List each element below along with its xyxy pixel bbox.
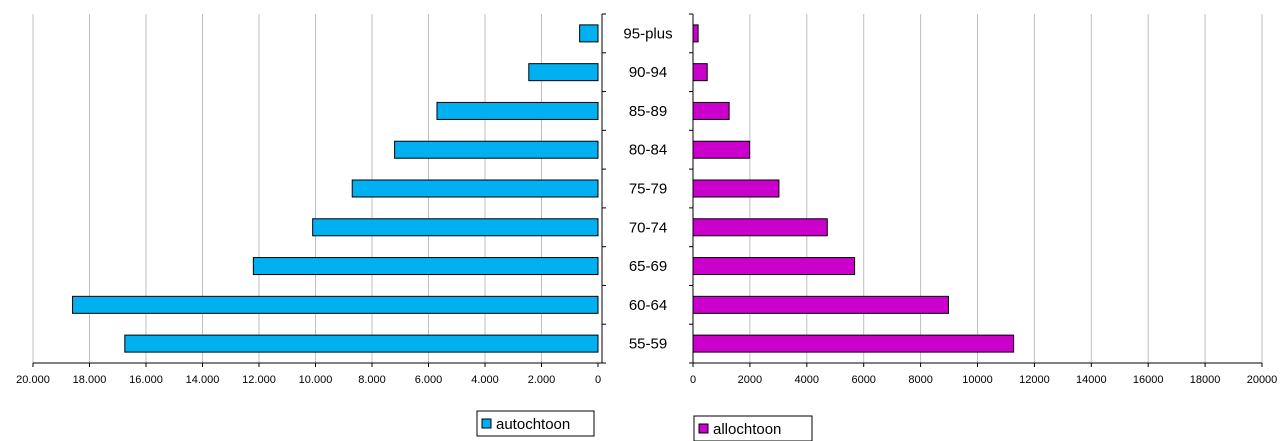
right-x-tick-label: 16000 <box>1133 374 1164 386</box>
legend-allochtoon-box <box>693 415 813 441</box>
right-x-tick-label: 2000 <box>738 374 762 386</box>
autochtoon-bar <box>252 257 599 276</box>
right-x-tick-label: 10000 <box>962 374 993 386</box>
legend-allochtoon: allochtoon <box>693 415 813 441</box>
age-category-label: 85-89 <box>629 103 667 120</box>
right-x-tick-label: 12000 <box>1019 374 1050 386</box>
autochtoon-bar <box>72 295 599 314</box>
allochtoon-bar <box>692 63 708 82</box>
allochtoon-bar <box>692 101 730 120</box>
autochtoon-bar <box>528 63 599 82</box>
allochtoon-bar <box>692 257 856 276</box>
allochtoon-bar <box>692 179 780 198</box>
legend-autochtoon-label: autochtoon <box>496 416 570 433</box>
left-x-tick-label: 6.000 <box>415 374 443 386</box>
age-category-label: 60-64 <box>629 297 667 314</box>
age-category-label: 55-59 <box>629 336 667 353</box>
autochtoon-bar <box>312 218 599 237</box>
right-x-tick-label: 14000 <box>1076 374 1107 386</box>
right-x-tick-label: 8000 <box>908 374 932 386</box>
left-x-tick-label: 8.000 <box>358 374 386 386</box>
right-x-tick-label: 20000 <box>1247 374 1278 386</box>
left-x-tick-label: 20.000 <box>16 374 50 386</box>
legend-allochtoon-swatch <box>698 423 709 434</box>
legend-autochtoon-box <box>476 410 595 437</box>
left-x-tick-label: 18.000 <box>73 374 107 386</box>
age-category-label: 90-94 <box>629 64 667 81</box>
allochtoon-bar <box>692 218 828 237</box>
left-x-tick-label: 12.000 <box>242 374 276 386</box>
right-x-tick-label: 18000 <box>1190 374 1221 386</box>
right-x-tick-label: 4000 <box>795 374 819 386</box>
autochtoon-bar <box>124 334 599 353</box>
left-x-tick-label: 4.000 <box>471 374 499 386</box>
legend-autochtoon-swatch <box>481 418 492 429</box>
age-category-label: 70-74 <box>629 219 667 236</box>
age-category-label: 75-79 <box>629 181 667 198</box>
age-category-label: 95-plus <box>623 25 672 42</box>
right-x-tick-label: 6000 <box>851 374 875 386</box>
right-x-tick-label: 0 <box>690 374 696 386</box>
left-x-tick-label: 0 <box>595 374 601 386</box>
legend-allochtoon-label: allochtoon <box>713 421 781 438</box>
allochtoon-bar <box>692 140 751 159</box>
allochtoon-bar <box>692 24 699 43</box>
autochtoon-bar <box>394 140 599 159</box>
autochtoon-bar <box>579 24 599 43</box>
age-category-label: 80-84 <box>629 142 667 159</box>
left-x-tick-label: 2.000 <box>528 374 556 386</box>
left-x-tick-label: 16.000 <box>129 374 163 386</box>
autochtoon-bar <box>351 179 599 198</box>
allochtoon-bar <box>692 295 949 314</box>
age-category-label: 65-69 <box>629 258 667 275</box>
allochtoon-bar <box>692 334 1015 353</box>
autochtoon-bar <box>436 101 599 120</box>
left-x-tick-label: 14.000 <box>186 374 220 386</box>
left-x-tick-label: 10.000 <box>299 374 333 386</box>
legend-autochtoon: autochtoon <box>476 410 595 437</box>
